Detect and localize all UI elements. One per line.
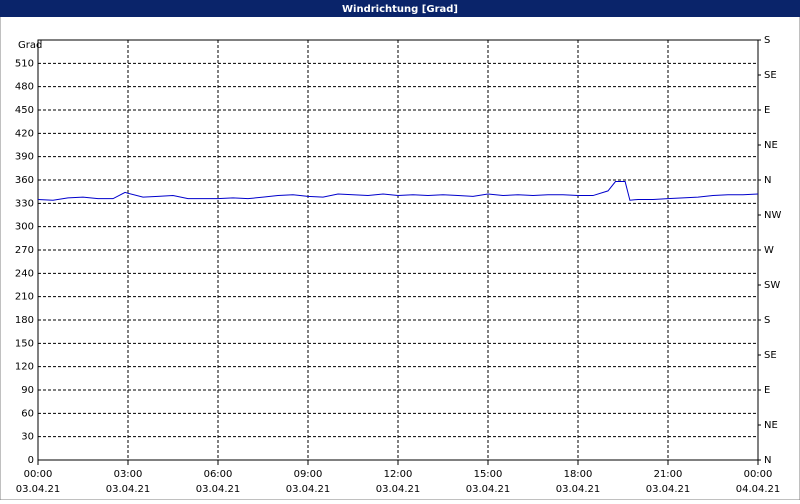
y2-tick-label: SE — [764, 70, 777, 81]
y2-tick-label: W — [764, 245, 774, 256]
y-tick-label: 120 — [15, 362, 34, 373]
x-tick-label: 03:00 — [114, 469, 143, 480]
y-tick-label: 90 — [21, 385, 34, 396]
x-tick-date: 03.04.21 — [376, 484, 421, 495]
x-tick-label: 00:00 — [744, 469, 773, 480]
x-tick-label: 21:00 — [654, 469, 683, 480]
y2-tick-label: N — [764, 175, 771, 186]
y-tick-label: 360 — [15, 175, 34, 186]
y-tick-label: 30 — [21, 432, 34, 443]
y-tick-label: 270 — [15, 245, 34, 256]
y-tick-label: 330 — [15, 198, 34, 209]
y2-tick-label: NW — [764, 210, 781, 221]
y2-tick-label: N — [764, 455, 771, 466]
x-tick-label: 06:00 — [204, 469, 233, 480]
y2-tick-label: NE — [764, 140, 778, 151]
title-bar — [0, 0, 800, 17]
x-tick-label: 12:00 — [384, 469, 413, 480]
y-tick-label: 150 — [15, 338, 34, 349]
y-axis-label: Grad — [18, 40, 42, 51]
x-tick-label: 18:00 — [564, 469, 593, 480]
x-tick-date: 03.04.21 — [646, 484, 691, 495]
y2-tick-label: SE — [764, 350, 777, 361]
y2-tick-label: E — [764, 385, 770, 396]
y2-tick-label: S — [764, 35, 770, 46]
data-line — [37, 181, 759, 201]
x-tick-date: 04.04.21 — [736, 484, 781, 495]
x-tick-date: 03.04.21 — [286, 484, 331, 495]
y-tick-label: 420 — [15, 128, 34, 139]
y-tick-label: 450 — [15, 105, 34, 116]
y2-tick-label: NE — [764, 420, 778, 431]
y2-tick-label: E — [764, 105, 770, 116]
chart-title: Windrichtung [Grad] — [342, 4, 458, 15]
y-tick-label: 240 — [15, 268, 34, 279]
y-tick-label: 510 — [15, 58, 34, 69]
x-tick-date: 03.04.21 — [196, 484, 241, 495]
y-tick-label: 0 — [28, 455, 34, 466]
y-tick-label: 180 — [15, 315, 34, 326]
y-tick-label: 60 — [21, 408, 34, 419]
y-tick-label: 480 — [15, 82, 34, 93]
y2-tick-label: S — [764, 315, 770, 326]
x-tick-label: 00:00 — [24, 469, 53, 480]
x-tick-date: 03.04.21 — [556, 484, 601, 495]
y-tick-label: 390 — [15, 152, 34, 163]
x-tick-label: 09:00 — [294, 469, 323, 480]
x-tick-date: 03.04.21 — [16, 484, 61, 495]
y-tick-label: 210 — [15, 292, 34, 303]
y-tick-label: 300 — [15, 222, 34, 233]
x-tick-label: 15:00 — [474, 469, 503, 480]
x-tick-date: 03.04.21 — [106, 484, 151, 495]
y2-tick-label: SW — [764, 280, 780, 291]
x-tick-date: 03.04.21 — [466, 484, 511, 495]
